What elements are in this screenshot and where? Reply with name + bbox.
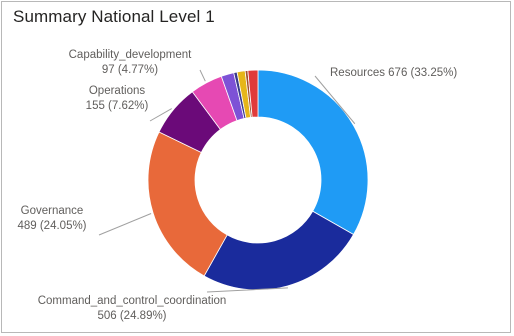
leader-lines — [98, 69, 356, 293]
slice-governance[interactable] — [147, 131, 228, 277]
data-label-governance: Governance — [21, 205, 84, 217]
data-label-operations: Operations — [89, 85, 146, 97]
data-label-command-and-control-coordination: Command_and_control_coordination — [38, 295, 227, 307]
data-label-value-capability-development: 97 (4.77%) — [102, 64, 158, 76]
chart-title: Summary National Level 1 — [13, 7, 215, 26]
data-label-value-operations: 155 (7.62%) — [86, 100, 149, 112]
slice-command-and-control-coordination[interactable] — [203, 210, 355, 291]
slice-unlabeled-9[interactable] — [247, 69, 259, 118]
leader-line-resources — [314, 75, 356, 125]
leader-line-command-and-control-coordination — [206, 287, 288, 293]
data-label-capability-development: Capability_development — [69, 49, 193, 61]
data-label-value-governance: 489 (24.05%) — [17, 220, 86, 232]
data-label-value-command-and-control-coordination: 506 (24.89%) — [97, 310, 166, 322]
data-labels: Resources 676 (33.25%) Command_and_contro… — [17, 49, 457, 322]
leader-line-capability-development — [199, 69, 206, 82]
leader-line-governance — [98, 213, 152, 236]
donut-slices — [147, 69, 369, 291]
data-label-resources: Resources 676 (33.25%) — [330, 67, 457, 79]
leader-line-operations — [149, 108, 172, 122]
slice-resources[interactable] — [257, 69, 369, 236]
